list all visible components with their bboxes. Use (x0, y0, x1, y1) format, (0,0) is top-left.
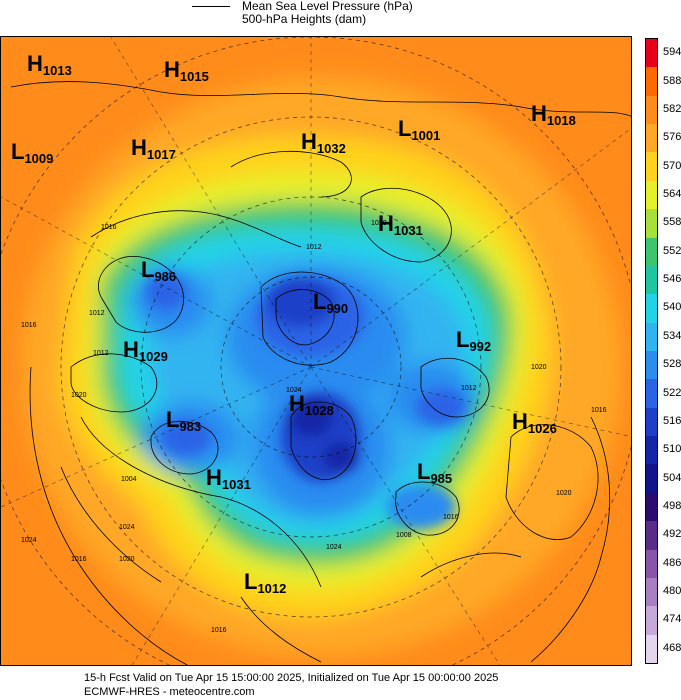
low-pressure-center: L990 (313, 289, 348, 316)
high-pressure-center: H1031 (206, 465, 251, 492)
colorbar-label: 552 (663, 244, 681, 257)
colorbar-label: 540 (663, 301, 681, 314)
colorbar-segment (646, 209, 657, 239)
colorbar-segment (646, 549, 657, 579)
isobar-label: 1024 (21, 537, 37, 544)
colorbar-segment (646, 351, 657, 380)
colorbar-label: 534 (663, 329, 681, 342)
colorbar-segment (646, 407, 657, 437)
isobar-label: 1020 (119, 556, 135, 563)
high-pressure-center: H1015 (164, 57, 209, 84)
isobar-label: 1020 (531, 364, 547, 371)
forecast-valid-text: 15-h Fcst Valid on Tue Apr 15 15:00:00 2… (84, 672, 499, 684)
pressure-centers: H1013 H1015 H1017 H1032 H1018 H1031 H102… (11, 51, 576, 596)
colorbar-segment (646, 152, 657, 182)
colorbar-label: 486 (663, 556, 681, 569)
high-pressure-center: H1028 (289, 391, 334, 418)
weather-map: 1016 1020 1012 1012 1024 1004 1016 1020 … (0, 36, 632, 666)
high-pressure-center: H1026 (512, 409, 557, 436)
low-pressure-center: L985 (417, 459, 452, 486)
isobar-label: 1016 (21, 322, 37, 329)
map-canvas: 1016 1020 1012 1012 1024 1004 1016 1020 … (1, 37, 631, 665)
colorbar-segment (646, 492, 657, 522)
colorbar-segment (646, 521, 657, 551)
colorbar-label: 564 (663, 188, 681, 200)
colorbar-segment (646, 577, 657, 607)
meridians (1, 37, 631, 665)
isobar-label: 1012 (89, 310, 105, 317)
high-pressure-center: H1018 (531, 101, 576, 128)
colorbar-segment (646, 606, 657, 636)
isobar-label: 1012 (93, 350, 109, 357)
isobar-label: 1016 (591, 407, 607, 414)
height-colorbar (645, 38, 658, 664)
isobar-label: 1016 (211, 627, 227, 634)
isobars (10, 81, 631, 665)
isobar-label: 1012 (306, 244, 322, 251)
source-credit: ECMWF-HRES - meteocentre.com (84, 686, 255, 698)
high-pressure-center: H1029 (123, 337, 168, 364)
colorbar-segment (646, 379, 657, 409)
colorbar-segment (646, 95, 657, 125)
colorbar-label: 474 (663, 613, 681, 626)
colorbar-label: 492 (663, 528, 681, 541)
isobar-label: 1016 (101, 224, 117, 231)
colorbar-label: 582 (663, 102, 681, 115)
colorbar-segment (646, 67, 657, 97)
legend-heights: 500-hPa Heights (dam) (242, 12, 367, 26)
colorbar-segment (646, 464, 657, 494)
low-pressure-center: L1001 (398, 116, 440, 143)
colorbar-segment (646, 322, 657, 352)
high-pressure-center: H1017 (131, 135, 176, 162)
colorbar-segment (646, 265, 657, 295)
legend-mslp: Mean Sea Level Pressure (hPa) (242, 0, 413, 13)
isobar-label: 1024 (326, 544, 342, 551)
colorbar-segment (646, 124, 657, 153)
low-pressure-center: L983 (166, 407, 201, 434)
colorbar-label: 504 (663, 471, 681, 484)
isobar-label: 1020 (371, 220, 387, 227)
isobar-label: 1024 (286, 387, 302, 394)
isobar-label: 1008 (396, 532, 412, 539)
isobar-label: 1024 (119, 524, 135, 531)
low-pressure-center: L986 (141, 257, 176, 284)
colorbar-label: 576 (663, 131, 681, 144)
colorbar-label: 468 (663, 641, 681, 654)
isobar-label: 1016 (443, 514, 459, 521)
low-pressure-center: L992 (456, 327, 491, 354)
isobar-label: 1020 (71, 392, 87, 399)
colorbar-label: 528 (663, 358, 681, 371)
isobar-label: 1004 (121, 476, 137, 483)
isobar-labels: 1016 1020 1012 1012 1024 1004 1016 1020 … (21, 220, 607, 634)
colorbar-segment (646, 634, 657, 664)
colorbar-segment (646, 237, 657, 267)
colorbar-label: 480 (663, 585, 681, 598)
colorbar-segment (646, 294, 657, 324)
colorbar-label: 558 (663, 216, 681, 229)
colorbar-label: 570 (663, 159, 681, 172)
colorbar-label: 594 (663, 46, 681, 59)
colorbar-label: 588 (663, 74, 681, 87)
high-pressure-center: H1031 (378, 211, 423, 238)
colorbar-segment (646, 436, 657, 465)
colorbar-segment (646, 39, 657, 68)
colorbar-label: 522 (663, 386, 681, 399)
colorbar-label: 516 (663, 414, 681, 427)
isobar-label: 1012 (461, 385, 477, 392)
low-pressure-center: L1009 (11, 139, 53, 166)
isobar-label: 1016 (71, 556, 87, 563)
colorbar-label: 546 (663, 273, 681, 286)
map-legend: Mean Sea Level Pressure (hPa) 500-hPa He… (190, 0, 490, 30)
low-pressure-center: L1012 (244, 569, 286, 596)
colorbar-segment (646, 180, 657, 210)
high-pressure-center: H1032 (301, 129, 346, 156)
isobar-line-sample (192, 6, 230, 7)
colorbar-label: 510 (663, 443, 681, 456)
high-pressure-center: H1013 (27, 51, 72, 78)
isobar-label: 1020 (556, 490, 572, 497)
colorbar-label: 498 (663, 500, 681, 512)
